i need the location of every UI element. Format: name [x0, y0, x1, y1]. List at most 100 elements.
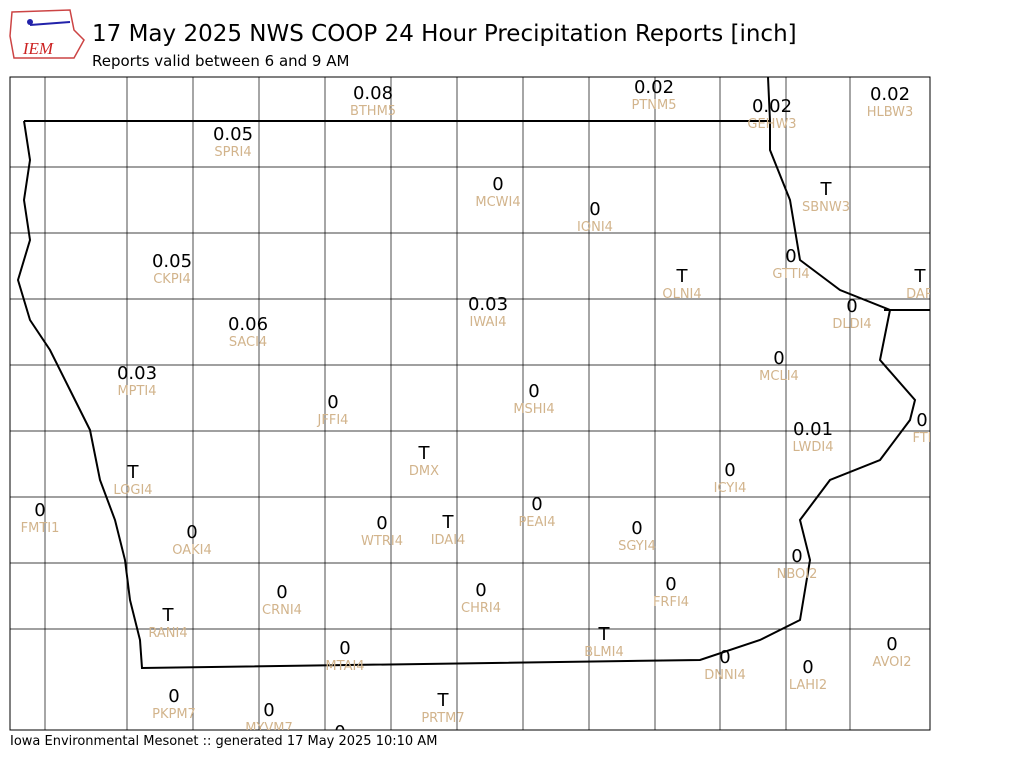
station-id: GEHW3 — [747, 117, 796, 132]
precip-value: 0 — [719, 647, 730, 668]
precip-value: 0 — [492, 174, 503, 195]
precip-value: 0 — [724, 460, 735, 481]
station-id: MCWI4 — [475, 195, 520, 210]
map-frame — [9, 76, 931, 731]
station-id: SBNW3 — [802, 200, 850, 215]
state-border-part — [767, 77, 930, 311]
precip-value: 0 — [531, 494, 542, 515]
precip-value: 0 — [34, 500, 45, 521]
station-id: SACI4 — [229, 335, 267, 350]
station-id: SGYI4 — [618, 539, 656, 554]
precip-value: T — [676, 266, 689, 287]
station-id: SPRI4 — [214, 145, 251, 160]
station-id: OLNI4 — [662, 287, 701, 302]
precip-value: T — [820, 179, 833, 200]
precip-value: 0 — [339, 638, 350, 659]
station-id: HLBW3 — [867, 105, 914, 120]
precip-value: 0 — [791, 546, 802, 567]
station-id: OAKI4 — [172, 543, 212, 558]
precip-value: T — [598, 624, 611, 645]
station-id: JFFI4 — [317, 413, 349, 428]
precip-value: 0.01 — [793, 419, 833, 440]
precip-value: 0.05 — [213, 124, 253, 145]
county-lines — [10, 77, 930, 730]
footer: Iowa Environmental Mesonet :: generated … — [10, 734, 437, 749]
precip-value: T — [442, 512, 455, 533]
precip-value: 0.02 — [752, 96, 792, 117]
station-id: IDAI4 — [431, 533, 466, 548]
station: 0 — [334, 722, 345, 730]
precip-value: 0 — [886, 634, 897, 655]
station-id: BTHM5 — [350, 104, 396, 119]
logo-line — [29, 21, 71, 26]
station-id: FRFI4 — [653, 595, 689, 610]
station-id: PRTM7 — [421, 711, 464, 726]
precip-value: 0.03 — [117, 363, 157, 384]
station-id: DMX — [409, 464, 439, 479]
precip-value: 0 — [276, 582, 287, 603]
station-id: BLMI4 — [584, 645, 623, 660]
precip-value: T — [418, 443, 431, 464]
precip-value: 0 — [802, 657, 813, 678]
station-id: FMTI1 — [21, 521, 60, 536]
precip-value: 0.02 — [634, 77, 674, 98]
precip-value: 0.06 — [228, 314, 268, 335]
precip-value: 0 — [916, 410, 927, 431]
station-id: LWDI4 — [792, 440, 833, 455]
station-id: MPTI4 — [117, 384, 156, 399]
logo-text: IEM — [22, 39, 54, 58]
station-id: GTTI4 — [772, 267, 809, 282]
precip-value: T — [914, 266, 927, 287]
precip-value: T — [437, 690, 450, 711]
precip-value: T — [162, 605, 175, 626]
precip-value: 0 — [327, 392, 338, 413]
precip-value: 0.03 — [468, 294, 508, 315]
station-id: WTRI4 — [361, 534, 403, 549]
station-id: PKPM7 — [152, 707, 196, 722]
station-id: LOGI4 — [113, 483, 152, 498]
station-id: AVOI2 — [872, 655, 911, 670]
subtitle: Reports valid between 6 and 9 AM — [92, 52, 349, 70]
station-id: DAR — [906, 287, 934, 302]
station-id: IONI4 — [577, 220, 613, 235]
station-id: MCLI4 — [759, 369, 799, 384]
precip-value: 0 — [665, 574, 676, 595]
station-id: FTI — [912, 431, 931, 446]
title: 17 May 2025 NWS COOP 24 Hour Precipitati… — [92, 21, 797, 47]
station-id: MSHI4 — [513, 402, 554, 417]
precip-value: 0 — [846, 296, 857, 317]
precip-value: 0 — [589, 199, 600, 220]
station-id: PTNM5 — [632, 98, 677, 113]
precip-value: 0.05 — [152, 251, 192, 272]
